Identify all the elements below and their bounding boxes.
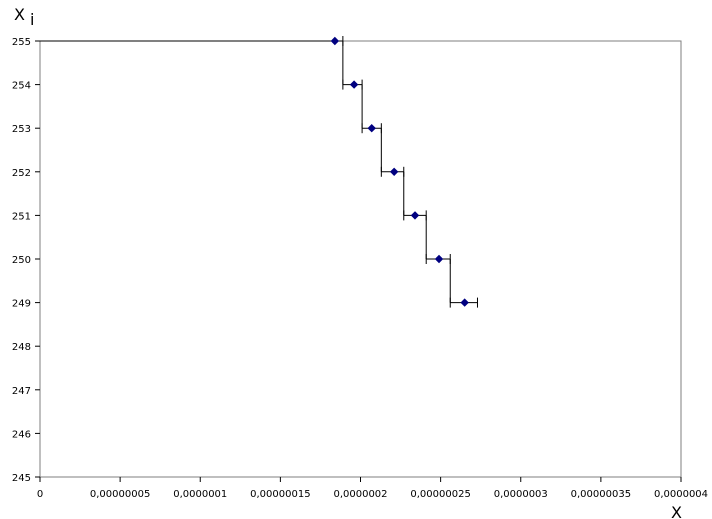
x-tick-label: 0,00000015 bbox=[250, 489, 310, 500]
step-lines bbox=[342, 41, 451, 303]
x-axis-ticks: 0 0,00000005 0,0000001 0,00000015 0,0000002 0… bbox=[37, 477, 708, 500]
x-tick-label: 0,00000005 bbox=[90, 489, 150, 500]
data-points bbox=[330, 36, 469, 307]
y-axis-title: X bbox=[14, 5, 25, 24]
data-point bbox=[349, 80, 359, 89]
y-tick-label: 247 bbox=[12, 386, 31, 397]
plot-area bbox=[39, 40, 682, 478]
y-tick-label: 245 bbox=[12, 473, 31, 484]
y-tick-label: 249 bbox=[12, 299, 31, 310]
data-point bbox=[330, 36, 340, 46]
y-tick-label: 251 bbox=[12, 211, 31, 222]
y-axis-ticks: 245 246 247 248 249 250 251 252 253 254 255 bbox=[12, 37, 40, 484]
x-axis-title: X bbox=[671, 503, 682, 519]
data-point bbox=[434, 254, 444, 264]
data-point bbox=[410, 211, 420, 220]
y-tick-label: 255 bbox=[12, 37, 31, 48]
x-tick-label: 0,00000025 bbox=[410, 489, 470, 500]
error-bars bbox=[40, 36, 478, 308]
y-axis-title-subscript: i bbox=[30, 10, 34, 29]
x-tick-label: 0,0000002 bbox=[333, 489, 387, 500]
x-tick-label: 0,0000003 bbox=[494, 489, 548, 500]
x-tick-label: 0,0000001 bbox=[173, 489, 227, 500]
x-tick-label: 0 bbox=[37, 489, 43, 500]
y-tick-label: 250 bbox=[12, 255, 31, 266]
x-tick-label: 0,00000035 bbox=[571, 489, 631, 500]
y-tick-label: 252 bbox=[12, 168, 31, 179]
y-tick-label: 254 bbox=[12, 81, 31, 92]
data-point bbox=[389, 167, 399, 177]
data-point bbox=[460, 298, 469, 307]
data-point bbox=[367, 123, 376, 133]
y-tick-label: 246 bbox=[12, 429, 31, 440]
x-tick-label: 0,0000004 bbox=[654, 489, 708, 500]
y-tick-label: 248 bbox=[12, 342, 31, 353]
y-tick-label: 253 bbox=[12, 124, 31, 135]
